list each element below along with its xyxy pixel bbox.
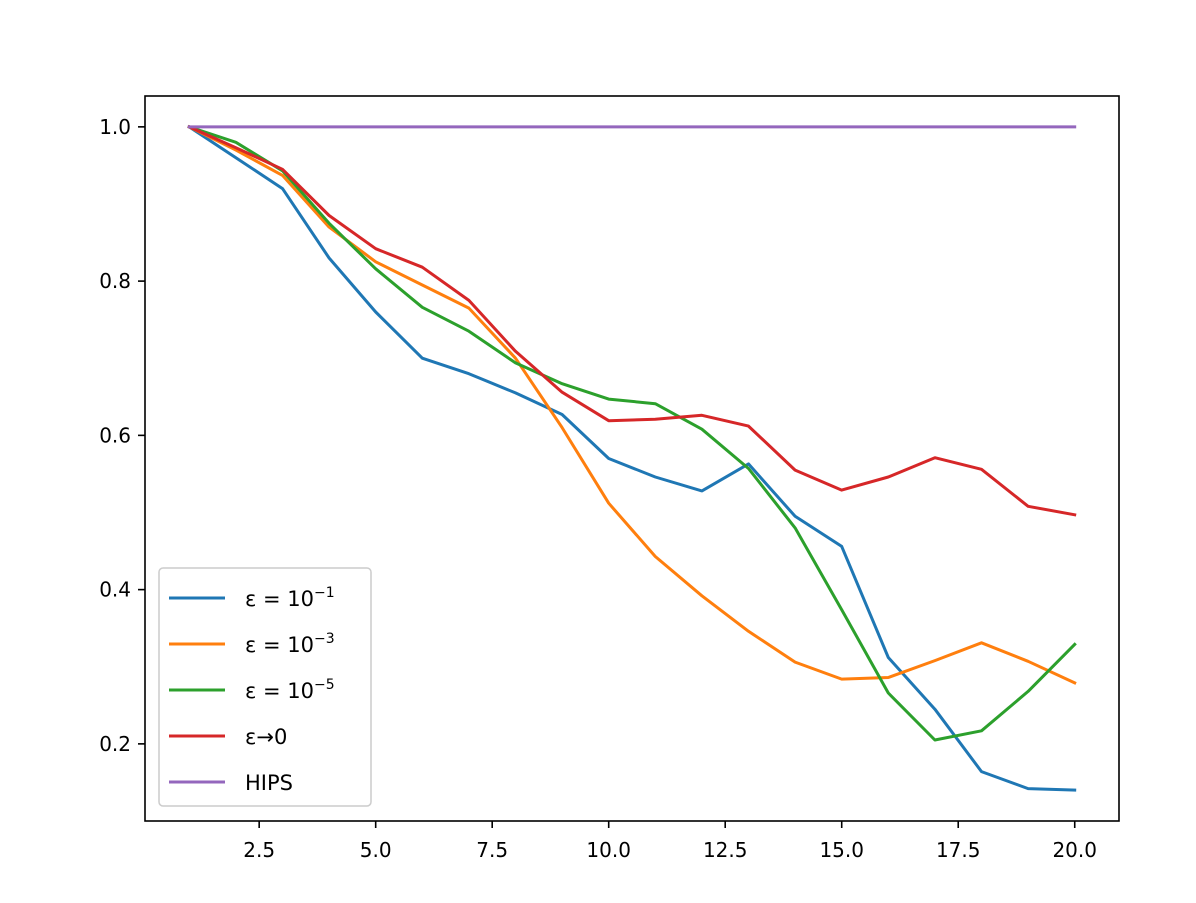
- y-tick-label: 1.0: [99, 115, 131, 139]
- x-tick-label: 20.0: [1052, 838, 1097, 862]
- legend-label-base: ε→0: [245, 725, 287, 749]
- y-axis: 0.2 0.4 0.6 0.8 1.0: [99, 115, 145, 756]
- legend-label-base: ε = 10: [245, 633, 314, 657]
- legend-label-exponent: −1: [314, 585, 335, 601]
- legend-box: [158, 567, 372, 807]
- legend-label-3: ε→0: [245, 725, 287, 749]
- y-tick-label: 0.8: [99, 269, 131, 293]
- y-tick-label: 0.6: [99, 423, 131, 447]
- legend-label-1: ε = 10−3: [245, 631, 335, 657]
- x-tick-label: 12.5: [703, 838, 748, 862]
- legend-label-base: ε = 10: [245, 679, 314, 703]
- series-layer: [187, 124, 1077, 792]
- x-tick-label: 2.5: [243, 838, 275, 862]
- y-tick-label: 0.2: [99, 732, 131, 756]
- legend-label-2: ε = 10−5: [245, 677, 335, 703]
- legend-label-exponent: −5: [314, 677, 335, 693]
- legend-label-exponent: −3: [314, 631, 335, 647]
- legend-label-base: ε = 10: [245, 587, 314, 611]
- legend-label-0: ε = 10−1: [245, 585, 335, 611]
- x-tick-label: 15.0: [819, 838, 864, 862]
- legend-label-base: HIPS: [245, 771, 293, 795]
- y-tick-label: 0.4: [99, 578, 131, 602]
- legend-label-4: HIPS: [245, 771, 293, 795]
- series-line-0: [187, 124, 1077, 792]
- x-tick-label: 5.0: [360, 838, 392, 862]
- x-tick-label: 10.0: [586, 838, 631, 862]
- x-axis: 2.5 5.0 7.5 10.0 12.5 15.0 17.5 20.0: [243, 821, 1097, 862]
- plot-frame: [144, 95, 1120, 822]
- x-tick-label: 17.5: [936, 838, 981, 862]
- series-line-3: [187, 124, 1077, 517]
- series-line-2: [187, 125, 1077, 742]
- x-tick-label: 7.5: [476, 838, 508, 862]
